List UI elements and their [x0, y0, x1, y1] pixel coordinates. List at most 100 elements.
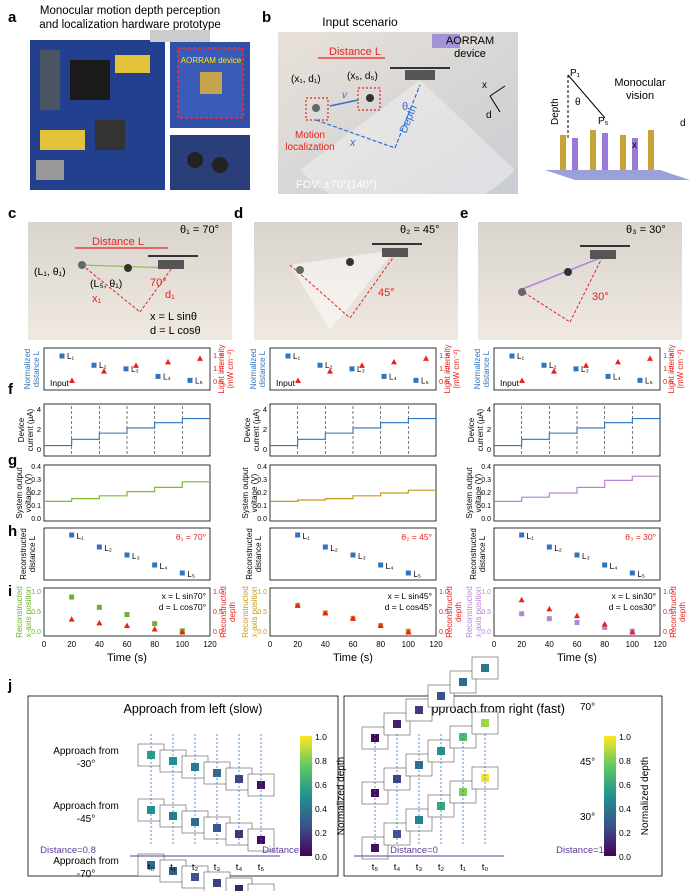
- voltage-tick: 0.3: [481, 477, 491, 484]
- light-tick: 1.0: [663, 364, 673, 373]
- voltage-tick: 0.0: [257, 516, 267, 523]
- current-ylabel-1: Device: [243, 417, 252, 442]
- recdist-point: [295, 532, 301, 538]
- mono-p5: P₅: [598, 116, 609, 127]
- j-cbar-tick: 0.4: [619, 804, 631, 814]
- j-frame-box: [247, 883, 275, 891]
- input-light-point: [519, 377, 525, 383]
- input-l-label: L₅: [195, 376, 203, 385]
- recxd-frame: [43, 587, 211, 637]
- recdist-l-label: L₄: [610, 562, 618, 571]
- light-tick: 1.0: [213, 364, 223, 373]
- recx-tick: 1.0: [31, 589, 41, 596]
- scene-e-theta: θ₃ = 30°: [626, 224, 666, 236]
- point5-label: (x₅, d₅): [347, 71, 378, 82]
- voltage-charts: System output voltage (V)0.40.30.20.10.0S…: [15, 464, 661, 523]
- voltage-tick: 0.3: [31, 477, 41, 484]
- j-cbar-tick: 0.4: [315, 804, 327, 814]
- drone-b: [390, 67, 450, 80]
- axis-d-arrow: [489, 95, 501, 113]
- voltage-tick: 0.4: [257, 464, 267, 471]
- j-cell: [415, 761, 423, 769]
- recd-tick: 0.0: [663, 629, 673, 636]
- current-ylabel-1: Device: [467, 417, 476, 442]
- j-cbar-label: Normalized depth: [640, 757, 651, 835]
- current-ylabel-1: Device: [17, 417, 26, 442]
- recdist-point: [405, 570, 411, 576]
- current-tick: 0: [487, 445, 491, 454]
- voltage-frame: [43, 464, 211, 522]
- recdist-point: [378, 562, 384, 568]
- j-cbar-tick: 0.6: [619, 780, 631, 790]
- current-tick: 0: [263, 445, 267, 454]
- recdist-l-label: L₅: [187, 570, 195, 579]
- voltage-tick: 0.2: [257, 490, 267, 497]
- time-tick: 40: [95, 640, 104, 649]
- scene-c-d1: d₁: [165, 289, 175, 301]
- input-light-point: [647, 355, 653, 361]
- input-frame: [43, 347, 211, 391]
- input-l-label: L₄: [389, 372, 397, 381]
- light-tick: 1.5: [439, 351, 449, 360]
- recdist-l-label: L₂: [330, 544, 338, 553]
- j-row-label: -30°: [77, 759, 95, 770]
- input-l-label: L₃: [357, 365, 365, 374]
- aorram-chip-b: [432, 34, 460, 48]
- recx-tick: 1.0: [481, 589, 491, 596]
- j-row-label: 30°: [580, 812, 595, 823]
- panel-letter-j: j: [7, 677, 12, 694]
- device-b-1: AORRAM: [446, 35, 494, 47]
- input-y2label-2: (mW cm⁻²): [452, 349, 461, 389]
- j-cell: [437, 692, 445, 700]
- j-distance-end: Distance=0: [262, 845, 310, 856]
- input-ylabel-1: Normalized: [473, 349, 482, 389]
- scene-c-theta: θ₁ = 70°: [180, 224, 219, 236]
- j-cell: [213, 879, 221, 887]
- j-cell: [257, 781, 265, 789]
- input-ylabel-2: distance L: [258, 350, 267, 387]
- j-cbar-label: Normalized depth: [336, 757, 347, 835]
- recx-point: [69, 594, 75, 600]
- j-cell: [147, 861, 155, 869]
- hardware-photo: [30, 30, 250, 190]
- voltage-tick: 0.4: [31, 464, 41, 471]
- j-title: Approach from left (slow): [124, 702, 263, 716]
- j-cell: [169, 757, 177, 765]
- target-1: [312, 104, 320, 112]
- voltage-tick: 0.4: [481, 464, 491, 471]
- input-light-point: [133, 362, 139, 368]
- axis-x-label: x: [482, 80, 487, 91]
- recdist-l-label: L₃: [358, 552, 366, 561]
- scene-c-eq2: d = L cosθ: [150, 325, 201, 337]
- recdist-point: [629, 570, 635, 576]
- scene-d: [254, 222, 458, 340]
- recxd-frame: [493, 587, 661, 637]
- axis-x-arrow: [489, 85, 506, 97]
- j-cell: [191, 873, 199, 881]
- time-tick: 40: [321, 640, 330, 649]
- input-l-label: L₂: [549, 361, 557, 370]
- recdist-theta: θ₁ = 70°: [176, 532, 206, 542]
- time-tick: 60: [573, 640, 582, 649]
- depth-dash: [394, 84, 421, 149]
- voltage-tick: 0.1: [31, 503, 41, 510]
- j-cell: [235, 885, 243, 891]
- recxd-ylabel-1: Reconstructed: [465, 586, 474, 638]
- current-tick: 0: [37, 445, 41, 454]
- recdist-l-label: L₁: [77, 532, 84, 541]
- input-l-label: L₁: [293, 352, 300, 361]
- fov-cone: [300, 80, 515, 216]
- input-dist-point: [59, 353, 65, 359]
- j-time-label: t₃: [214, 862, 221, 873]
- recd-tick: 1.0: [663, 589, 673, 596]
- input-ylabel-2: distance L: [482, 350, 491, 387]
- recd-point: [151, 625, 158, 632]
- recxd-y2label-1: Reconstructed: [669, 586, 678, 638]
- input-label: Input: [50, 378, 70, 388]
- j-time-label: t₃: [416, 862, 423, 873]
- current-tick: 4: [487, 405, 491, 414]
- axis-d-label: d: [486, 110, 492, 121]
- input-dist-point: [91, 362, 97, 368]
- input-light-point: [197, 355, 203, 361]
